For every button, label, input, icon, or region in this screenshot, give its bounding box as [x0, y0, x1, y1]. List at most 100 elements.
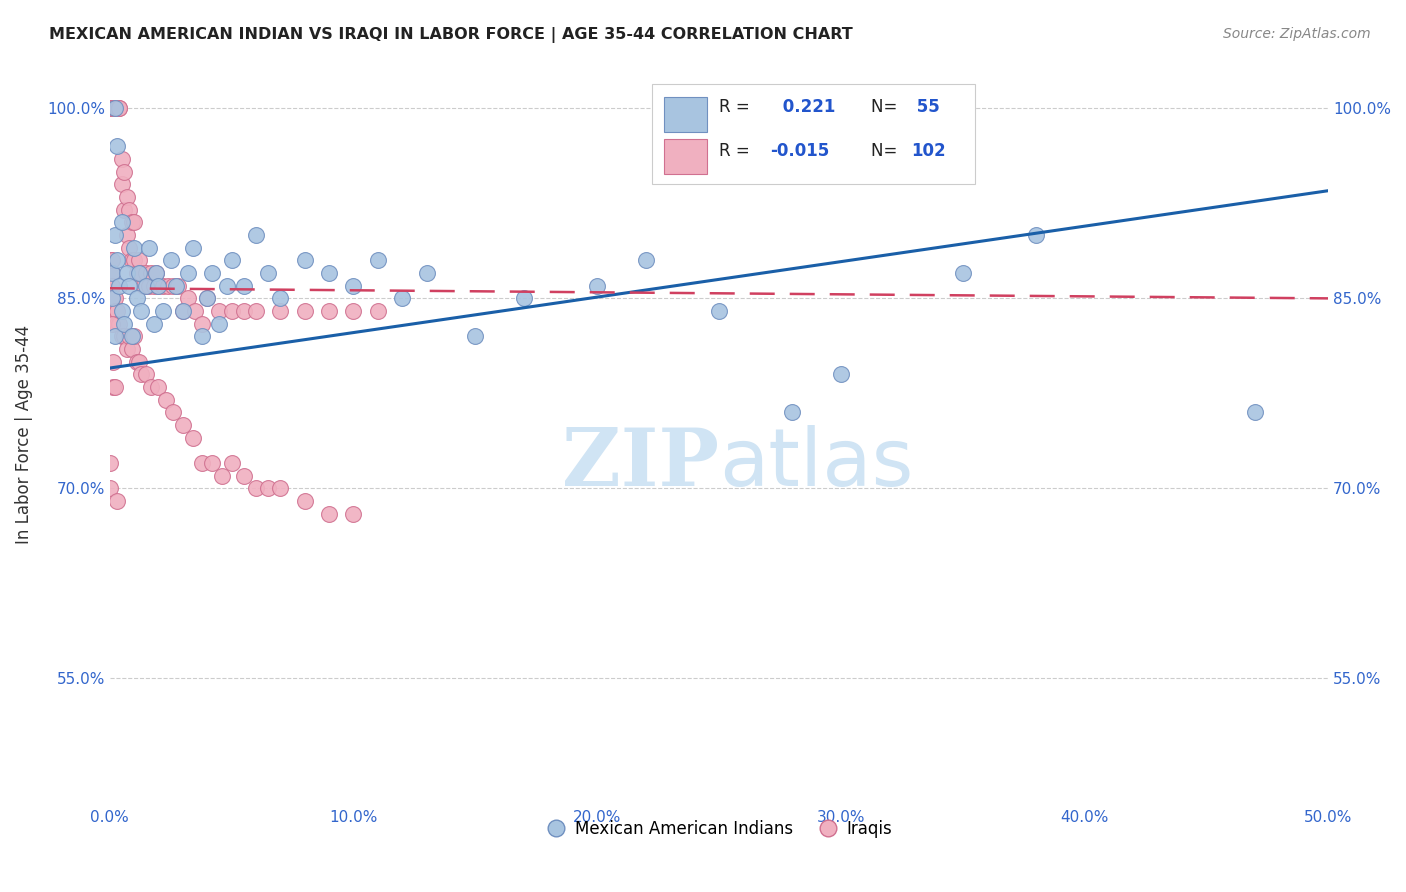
Text: 102: 102 — [911, 142, 946, 160]
Point — [211, 468, 233, 483]
Point — [152, 304, 174, 318]
Point — [125, 355, 148, 369]
Point — [830, 368, 852, 382]
Point — [122, 241, 145, 255]
Point — [232, 304, 254, 318]
Point — [707, 304, 730, 318]
Point — [586, 278, 609, 293]
Point — [162, 278, 184, 293]
Point — [100, 102, 122, 116]
Point — [122, 329, 145, 343]
Point — [111, 304, 134, 318]
Point — [145, 266, 167, 280]
Point — [269, 481, 291, 495]
Point — [245, 228, 267, 243]
Point — [103, 355, 125, 369]
Point — [318, 507, 340, 521]
Point — [318, 304, 340, 318]
Text: -0.015: -0.015 — [770, 142, 830, 160]
Text: 55: 55 — [911, 98, 941, 116]
Point — [118, 202, 141, 217]
Point — [152, 278, 174, 293]
Point — [165, 278, 187, 293]
Point — [105, 102, 128, 116]
Point — [112, 329, 135, 343]
Point — [162, 405, 184, 419]
Point — [184, 304, 207, 318]
Point — [100, 266, 122, 280]
Point — [141, 380, 163, 394]
Point — [159, 253, 181, 268]
Point — [101, 253, 124, 268]
Point — [118, 329, 141, 343]
Text: N=: N= — [872, 142, 903, 160]
Point — [118, 241, 141, 255]
Point — [112, 202, 135, 217]
Point — [108, 317, 131, 331]
FancyBboxPatch shape — [652, 84, 974, 184]
Point — [167, 278, 190, 293]
Point — [104, 304, 127, 318]
Point — [221, 304, 243, 318]
Point — [98, 456, 121, 470]
Point — [105, 102, 128, 116]
Point — [108, 278, 131, 293]
Point — [104, 292, 127, 306]
Text: MEXICAN AMERICAN INDIAN VS IRAQI IN LABOR FORCE | AGE 35-44 CORRELATION CHART: MEXICAN AMERICAN INDIAN VS IRAQI IN LABO… — [49, 27, 853, 43]
Point — [105, 102, 128, 116]
Point — [118, 278, 141, 293]
Point — [104, 329, 127, 343]
Point — [232, 468, 254, 483]
Point — [148, 278, 170, 293]
Point — [105, 304, 128, 318]
Point — [1244, 405, 1267, 419]
Point — [115, 342, 138, 356]
Point — [125, 292, 148, 306]
Point — [100, 278, 122, 293]
Point — [121, 329, 143, 343]
Legend: Mexican American Indians, Iraqis: Mexican American Indians, Iraqis — [540, 814, 898, 845]
Point — [634, 253, 657, 268]
Point — [131, 266, 153, 280]
Point — [100, 102, 122, 116]
Text: Source: ZipAtlas.com: Source: ZipAtlas.com — [1223, 27, 1371, 41]
Point — [108, 102, 131, 116]
Point — [269, 292, 291, 306]
Point — [1025, 228, 1047, 243]
Point — [105, 253, 128, 268]
Point — [181, 241, 204, 255]
Point — [191, 317, 214, 331]
Point — [141, 266, 163, 280]
Point — [367, 304, 389, 318]
Point — [105, 317, 128, 331]
Point — [98, 481, 121, 495]
Point — [145, 266, 167, 280]
Point — [138, 278, 160, 293]
Point — [177, 292, 200, 306]
Point — [138, 241, 160, 255]
Point — [105, 139, 128, 153]
Point — [367, 253, 389, 268]
Point — [148, 380, 170, 394]
Point — [172, 304, 194, 318]
Point — [128, 253, 150, 268]
Point — [257, 266, 280, 280]
Point — [221, 456, 243, 470]
Point — [111, 152, 134, 166]
Point — [208, 304, 231, 318]
Point — [181, 431, 204, 445]
Point — [131, 304, 153, 318]
Point — [245, 481, 267, 495]
Point — [108, 102, 131, 116]
Point — [269, 304, 291, 318]
Point — [112, 317, 135, 331]
Point — [121, 215, 143, 229]
Point — [100, 102, 122, 116]
Point — [342, 278, 364, 293]
Point — [135, 368, 157, 382]
Point — [101, 317, 124, 331]
Point — [415, 266, 437, 280]
Point — [131, 368, 153, 382]
Point — [215, 278, 238, 293]
Point — [104, 228, 127, 243]
